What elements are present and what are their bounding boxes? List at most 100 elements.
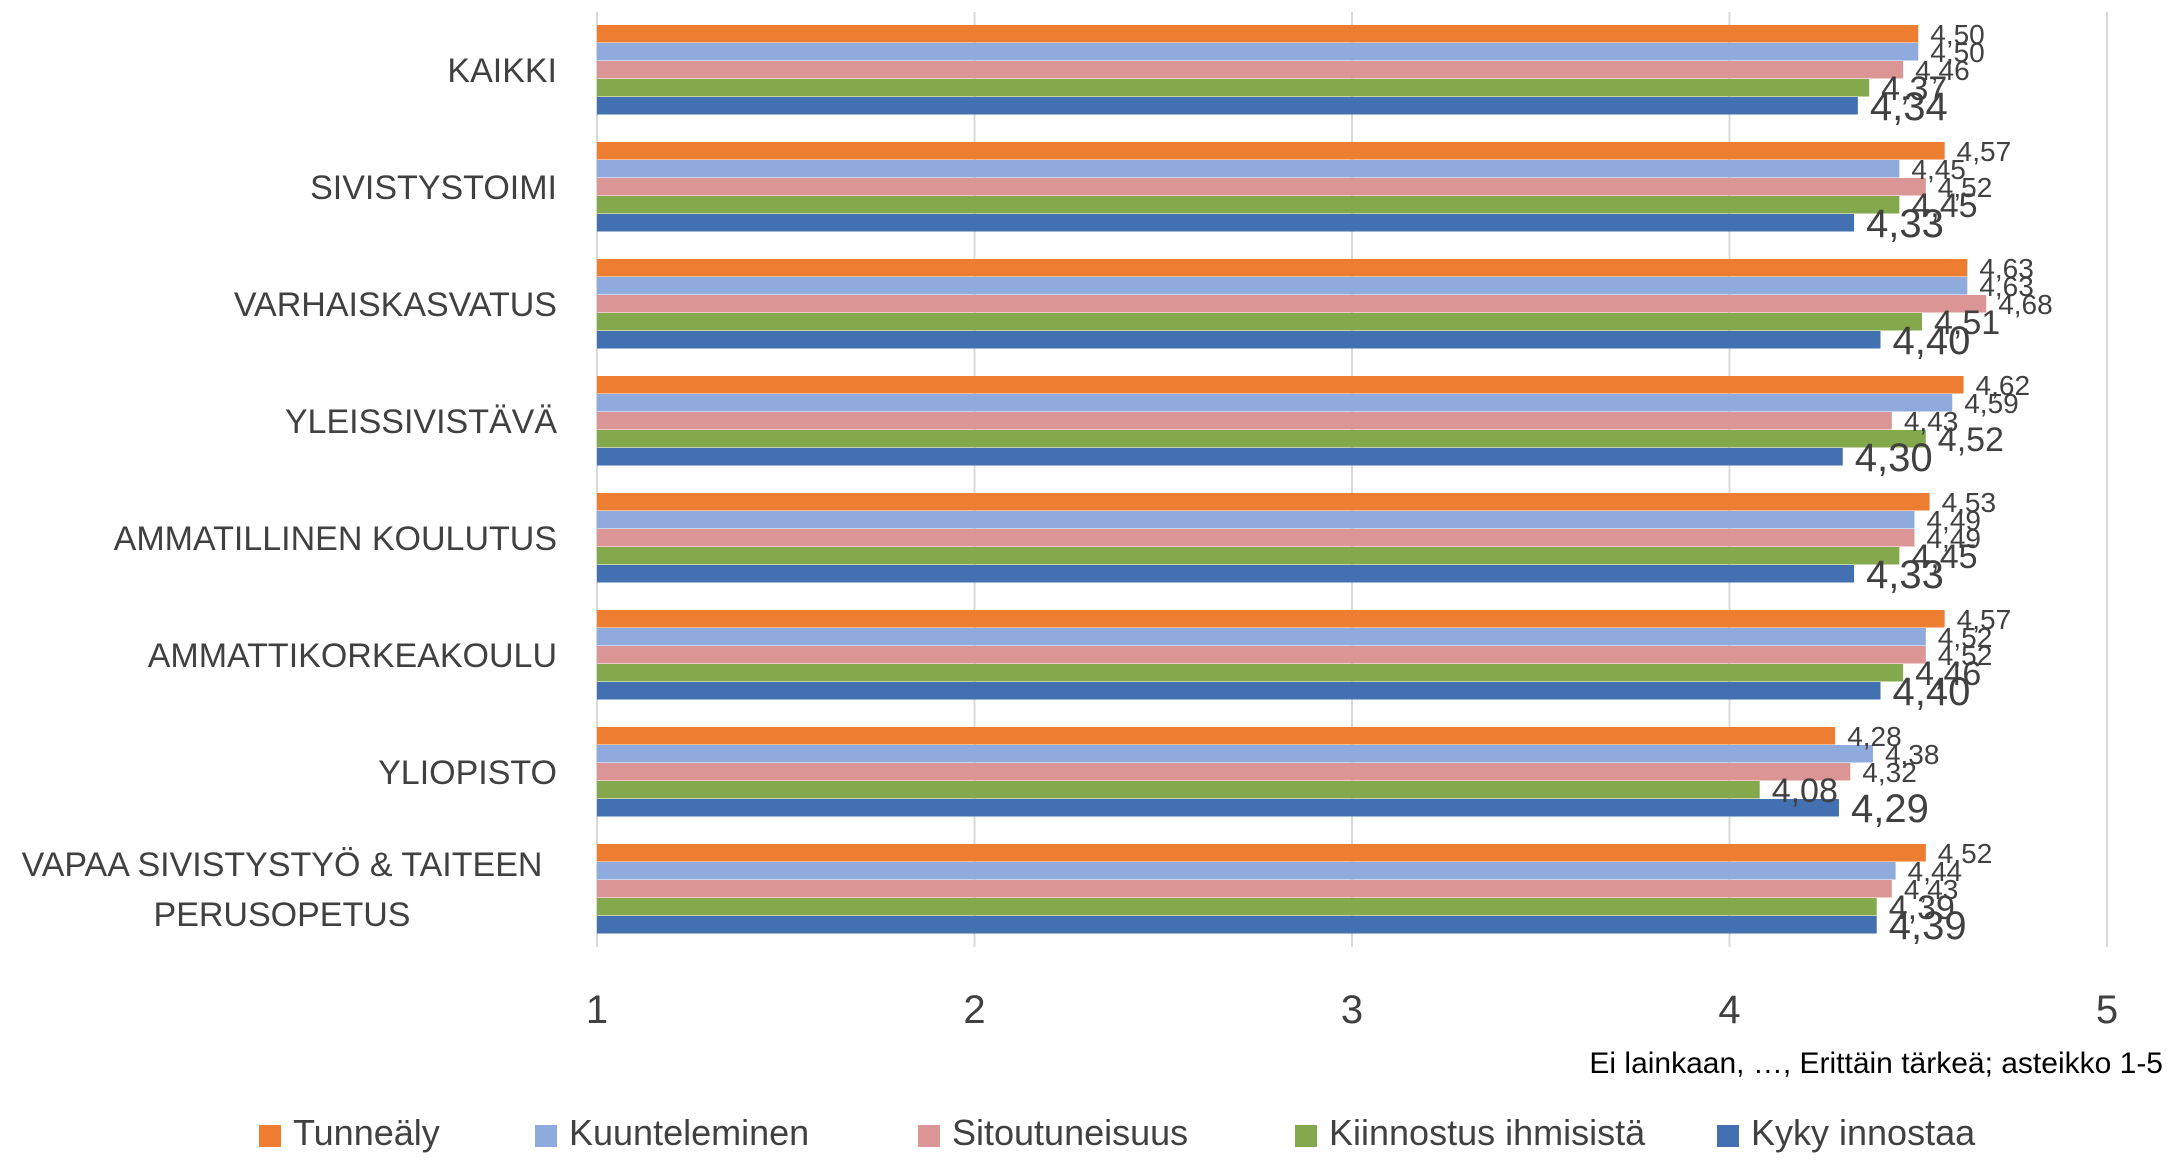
- bar: [597, 862, 1896, 880]
- data-label: 4,45: [1911, 538, 1977, 576]
- x-tick-label: 3: [1341, 988, 1363, 1032]
- legend-swatch: [1295, 1125, 1317, 1147]
- data-label: 4,33: [1866, 202, 1944, 246]
- data-label: 4,28: [1847, 721, 1902, 752]
- data-label: 4,38: [1885, 739, 1940, 770]
- legend-swatch: [535, 1125, 557, 1147]
- bar: [597, 682, 1881, 700]
- bar: [597, 97, 1858, 115]
- data-label: 4,39: [1889, 904, 1967, 948]
- bar: [597, 727, 1836, 745]
- category-label: KAIKKI: [447, 52, 557, 90]
- category-label: AMMATILLINEN KOULUTUS: [114, 520, 557, 558]
- legend-swatch: [918, 1125, 940, 1147]
- bar: [597, 844, 1926, 862]
- legend-swatch: [259, 1125, 281, 1147]
- category-labels: KAIKKI SIVISTYSTOIMI VARHAISKASVATUS YLEISS…: [22, 52, 558, 934]
- data-labels: 4,504,504,464,374,344,574,454,524,454,33…: [1772, 19, 2053, 948]
- bar: [597, 763, 1851, 781]
- bar: [597, 214, 1855, 232]
- data-label: 4,08: [1772, 772, 1838, 810]
- data-label: 4,44: [1908, 856, 1963, 887]
- x-tick-label: 4: [1718, 988, 1740, 1032]
- bar: [597, 799, 1839, 817]
- data-label: 4,39: [1889, 889, 1955, 927]
- data-label: 4,63: [1979, 271, 2034, 302]
- data-label: 4,62: [1976, 370, 2031, 401]
- bar: [597, 664, 1904, 682]
- data-label: 4,45: [1911, 154, 1966, 185]
- bar: [597, 61, 1904, 79]
- bar: [597, 916, 1877, 934]
- data-label: 4,46: [1915, 655, 1981, 693]
- category-label: YLIOPISTO: [378, 754, 557, 792]
- bar: [597, 142, 1945, 160]
- legend-label: Kuunteleminen: [569, 1112, 809, 1153]
- data-label: 4,50: [1930, 37, 1985, 68]
- data-label: 4,50: [1930, 19, 1985, 50]
- bar: [597, 430, 1926, 448]
- bar: [597, 628, 1926, 646]
- bar: [597, 511, 1915, 529]
- bar: [597, 277, 1968, 295]
- legend: Tunneäly Kuunteleminen Sitoutuneisuus Kiinn…: [259, 1112, 1976, 1153]
- bar: [597, 331, 1881, 349]
- data-label: 4,33: [1866, 553, 1944, 597]
- bar: [597, 898, 1877, 916]
- bar: [597, 646, 1926, 664]
- bar: [597, 376, 1964, 394]
- bar: [597, 529, 1915, 547]
- bar: [597, 745, 1873, 763]
- bar: [597, 880, 1892, 898]
- data-label: 4,43: [1904, 406, 1959, 437]
- x-tick-label: 1: [586, 988, 608, 1032]
- bar: [597, 178, 1926, 196]
- bar: [597, 781, 1760, 799]
- data-label: 4,40: [1893, 670, 1971, 714]
- legend-label: Kiinnostus ihmisistä: [1329, 1112, 1646, 1153]
- bar: [597, 313, 1923, 331]
- bar: [597, 565, 1855, 583]
- bar: [597, 79, 1870, 97]
- bar: [597, 25, 1919, 43]
- data-label: 4,57: [1957, 136, 2012, 167]
- bar: [597, 547, 1900, 565]
- bar: [597, 610, 1945, 628]
- bars: [597, 25, 1987, 934]
- data-label: 4,68: [1998, 289, 2053, 320]
- bar: [597, 493, 1930, 511]
- data-label: 4,59: [1964, 388, 2019, 419]
- data-label: 4,52: [1938, 172, 1993, 203]
- data-label: 4,57: [1957, 604, 2012, 635]
- data-label: 4,52: [1938, 838, 1993, 869]
- data-label: 4,52: [1938, 421, 2004, 459]
- data-label: 4,45: [1911, 187, 1977, 225]
- data-label: 4,49: [1926, 523, 1981, 554]
- data-label: 4,37: [1881, 70, 1947, 108]
- bar: [597, 43, 1919, 61]
- bar: [597, 412, 1892, 430]
- bar: [597, 295, 1987, 313]
- bar: [597, 196, 1900, 214]
- data-label: 4,63: [1979, 253, 2034, 284]
- bar: [597, 394, 1953, 412]
- data-label: 4,46: [1915, 55, 1970, 86]
- data-label: 4,43: [1904, 874, 1959, 905]
- x-tick-label: 5: [2096, 988, 2118, 1032]
- x-tick-label: 2: [963, 988, 985, 1032]
- legend-label: Tunneäly: [293, 1112, 440, 1153]
- data-label: 4,29: [1851, 787, 1929, 831]
- legend-label: Sitoutuneisuus: [952, 1112, 1188, 1153]
- data-label: 4,49: [1926, 505, 1981, 536]
- legend-label: Kyky innostaa: [1751, 1112, 1976, 1153]
- data-label: 4,32: [1862, 757, 1917, 788]
- data-label: 4,34: [1870, 85, 1948, 129]
- data-label: 4,51: [1934, 304, 2000, 342]
- bar: [597, 160, 1900, 178]
- category-label: VAPAA SIVISTYSTYÖ & TAITEEN: [22, 846, 543, 884]
- category-label: SIVISTYSTOIMI: [310, 169, 557, 207]
- category-label: YLEISSIVISTÄVÄ: [285, 403, 557, 441]
- data-label: 4,30: [1855, 436, 1933, 480]
- category-label: VARHAISKASVATUS: [234, 286, 557, 324]
